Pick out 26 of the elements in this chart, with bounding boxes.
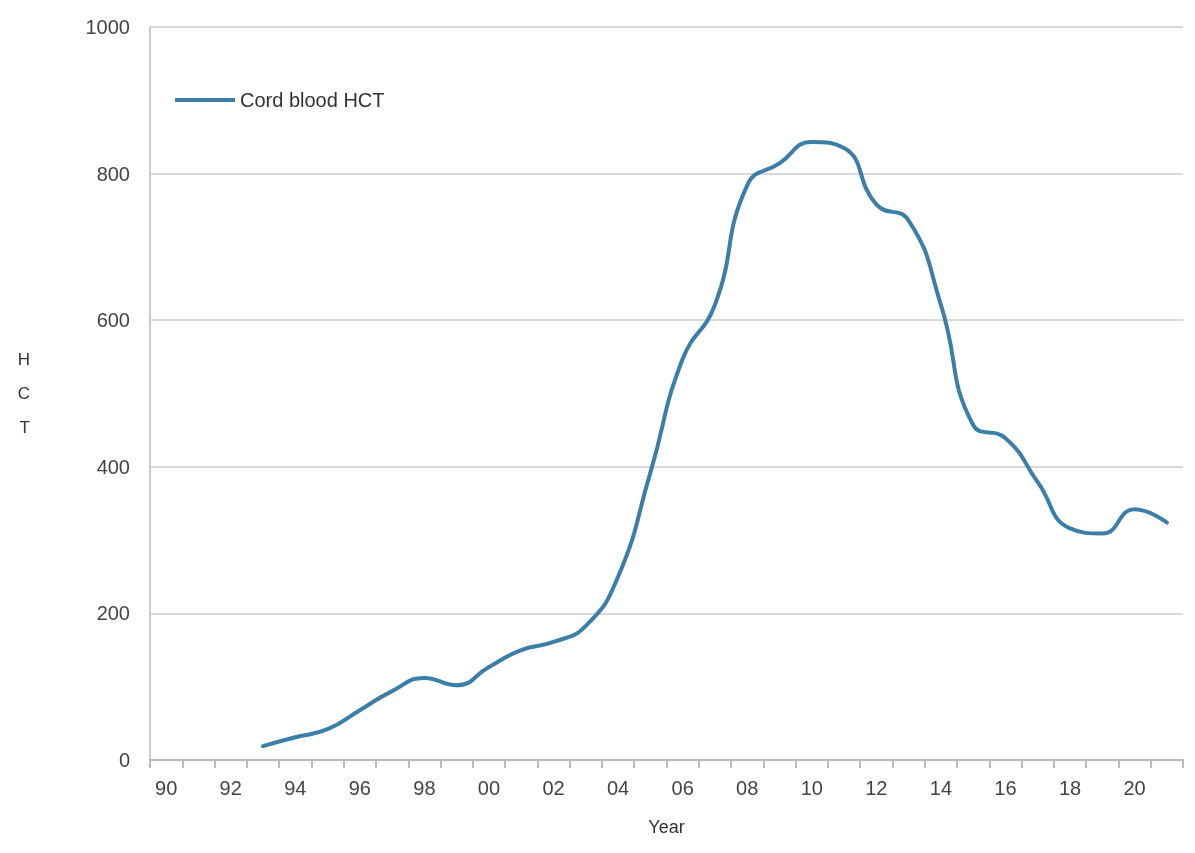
- x-tick-label: 06: [671, 777, 694, 799]
- x-tick-label: 04: [606, 777, 630, 799]
- y-tick-label: 800: [96, 162, 130, 185]
- y-axis-title: HCT: [17, 350, 30, 437]
- legend-label: Cord blood HCT: [240, 89, 385, 111]
- y-tick-label: 1000: [85, 16, 130, 38]
- x-tick-label: 00: [477, 777, 501, 799]
- x-tick-label: 14: [929, 777, 953, 799]
- x-tick-label: 98: [413, 777, 436, 799]
- x-tick-label: 16: [994, 777, 1017, 799]
- x-axis-title: Year: [648, 817, 685, 837]
- x-tick-label: 96: [348, 777, 371, 799]
- y-tick-label: 200: [96, 602, 130, 625]
- x-tick-label: 02: [542, 777, 565, 799]
- x-tick-label: 90: [155, 777, 178, 799]
- x-tick-label: 18: [1058, 777, 1082, 799]
- y-tick-label: 400: [96, 455, 130, 478]
- x-tick-label: 12: [865, 777, 888, 799]
- x-tick-label: 20: [1123, 777, 1146, 799]
- x-tick-label: 10: [800, 777, 823, 799]
- line-series: [260, 140, 1169, 749]
- y-tick-label: 0: [118, 749, 130, 771]
- x-tick-label: 92: [219, 777, 242, 799]
- x-tick-label: 94: [284, 777, 307, 799]
- x-tick-label: 08: [736, 777, 759, 799]
- y-tick-label: 600: [96, 309, 130, 332]
